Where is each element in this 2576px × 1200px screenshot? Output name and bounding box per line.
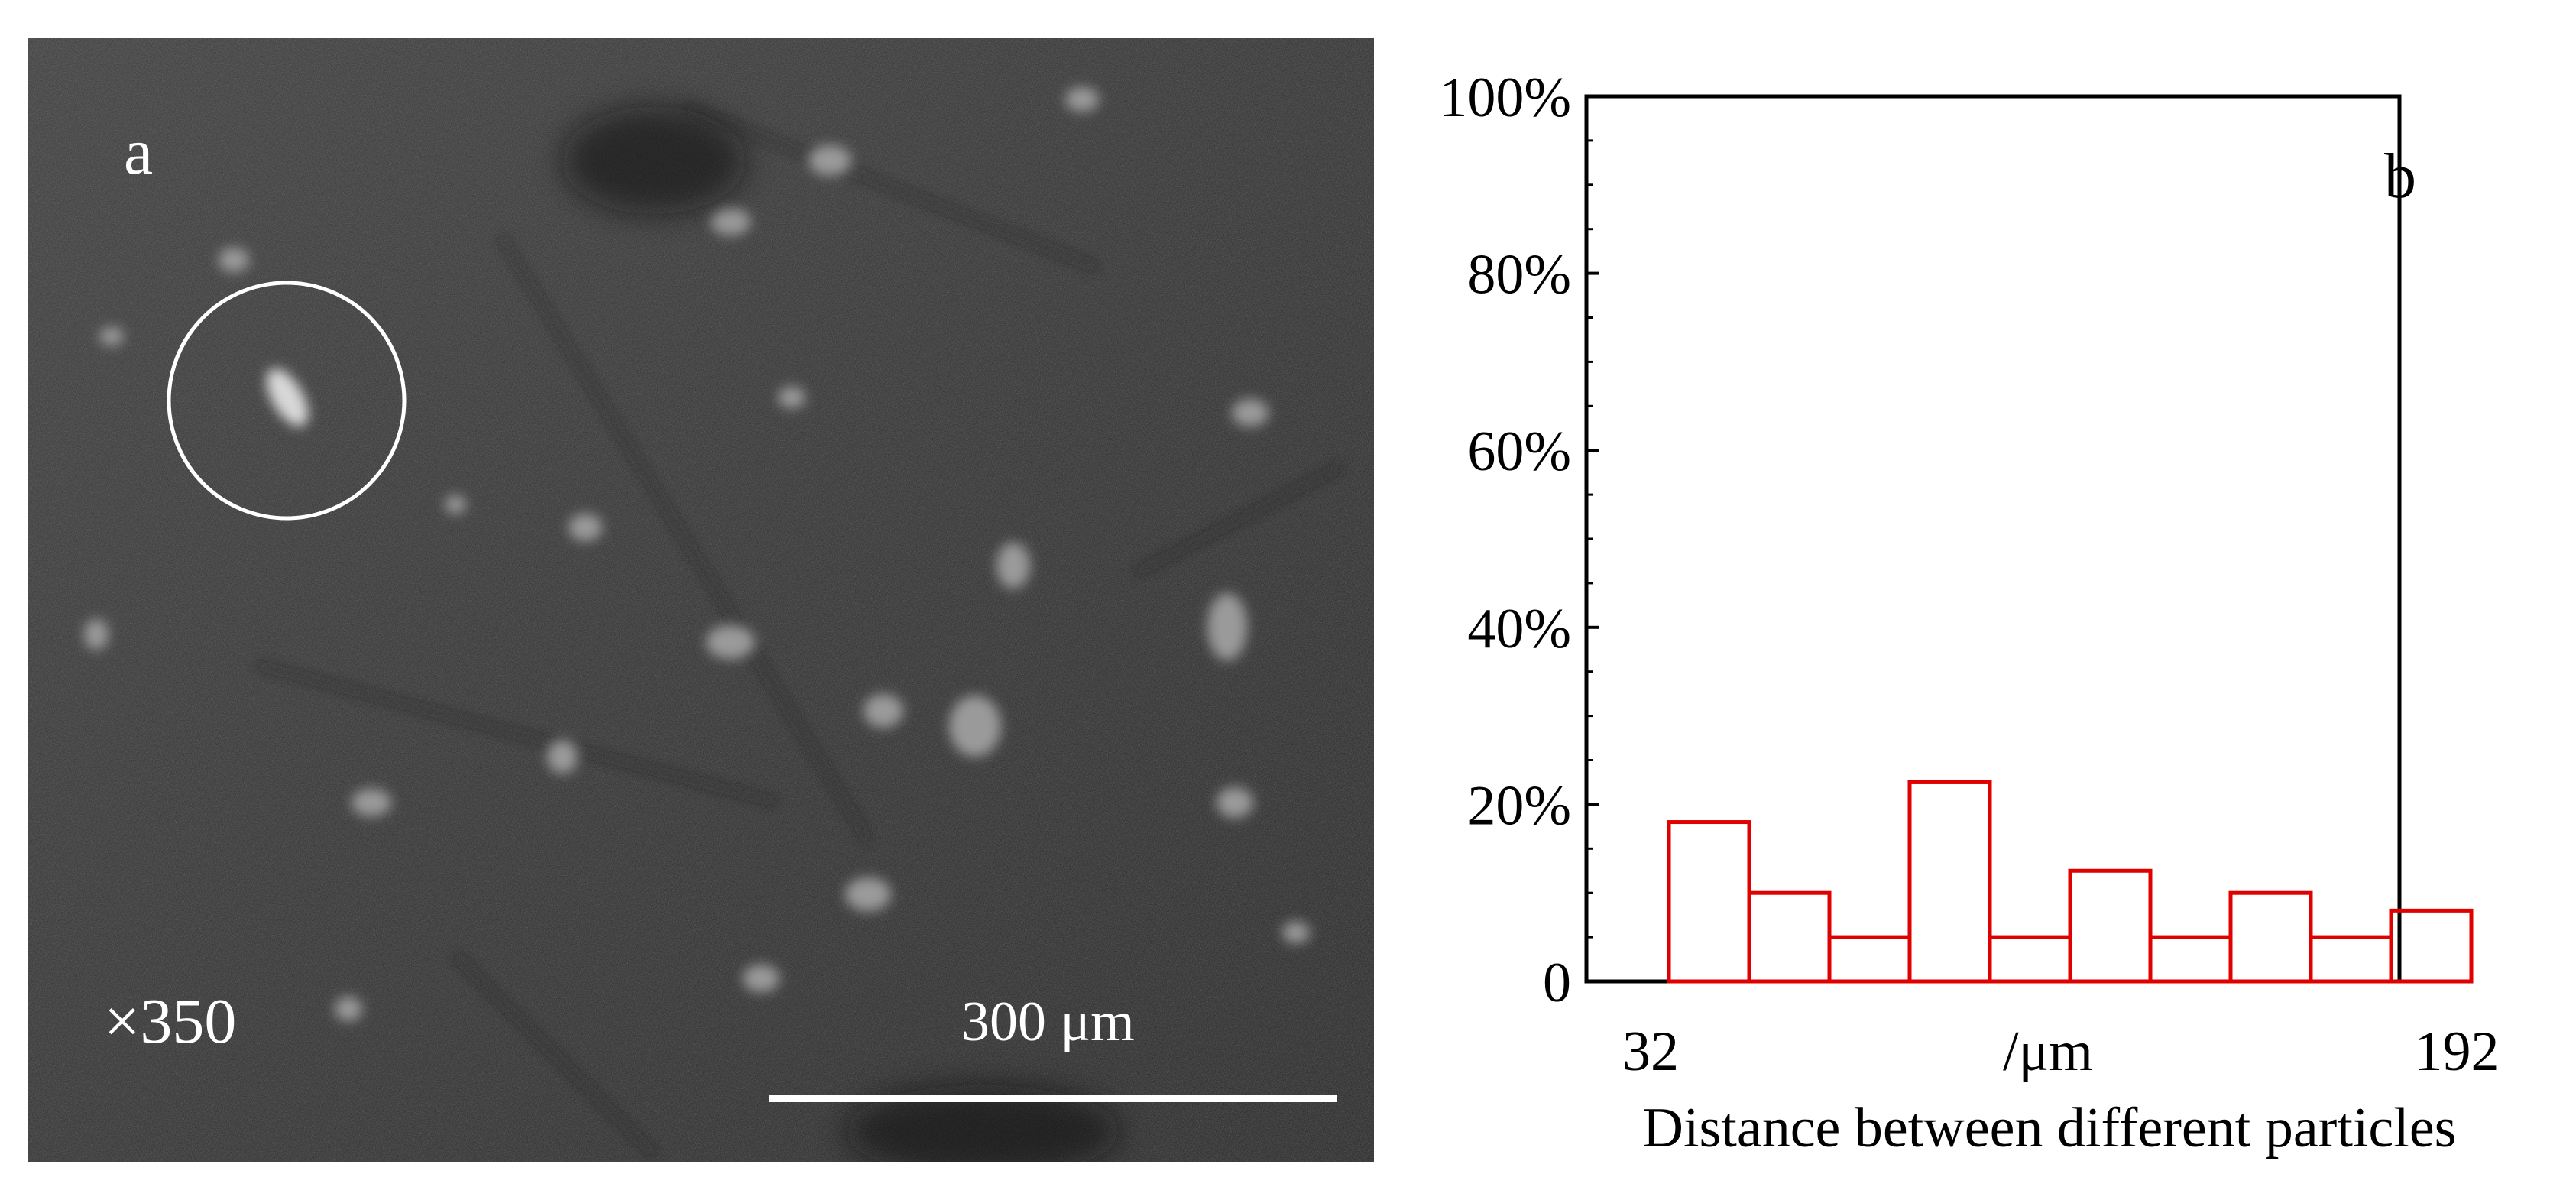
- histogram-bar: [2068, 868, 2153, 984]
- histogram-bars: [1667, 780, 2474, 984]
- histogram-bar: [1827, 935, 1912, 984]
- y-tick-label: 20%: [1467, 774, 1571, 837]
- scale-bar-label: 300 μm: [961, 991, 1135, 1053]
- histogram-bar: [2228, 890, 2313, 984]
- x-unit-label: /μm: [2003, 1020, 2093, 1083]
- histogram-bar: [1907, 780, 1992, 984]
- y-tick-label: 100%: [1439, 66, 1571, 129]
- sem-image-panel: a ×350 300 μm: [28, 38, 1374, 1162]
- y-tick-label: 60%: [1467, 420, 1571, 483]
- y-tick-label: 0: [1543, 952, 1571, 1014]
- histogram-bar: [1667, 820, 1751, 984]
- histogram-bar: [2389, 908, 2474, 984]
- histogram-bar: [2309, 935, 2393, 984]
- histogram-bar: [1747, 890, 1832, 984]
- y-axis: 0 20% 40% 60% 80% 100%: [1439, 66, 1599, 1014]
- x-tick-label-start: 32: [1622, 1020, 1679, 1083]
- highlight-circle: [167, 281, 407, 521]
- histogram-bar: [2148, 935, 2233, 984]
- distance-histogram: 0 20% 40% 60% 80% 100% b 32 /μm 192 Distance …: [1439, 66, 2500, 1159]
- y-tick-label: 40%: [1467, 598, 1571, 660]
- sem-micrograph: [28, 38, 1374, 1162]
- panel-b-label: b: [2384, 141, 2416, 212]
- magnification-label: ×350: [104, 986, 237, 1057]
- y-tick-label: 80%: [1467, 244, 1571, 306]
- x-axis-title: Distance between different particles: [1643, 1097, 2457, 1159]
- x-tick-label-end: 192: [2415, 1020, 2500, 1083]
- histogram-bar: [1988, 935, 2072, 984]
- scale-bar: [769, 1095, 1337, 1102]
- plot-frame: [1584, 94, 2402, 984]
- panel-a-label: a: [124, 115, 154, 188]
